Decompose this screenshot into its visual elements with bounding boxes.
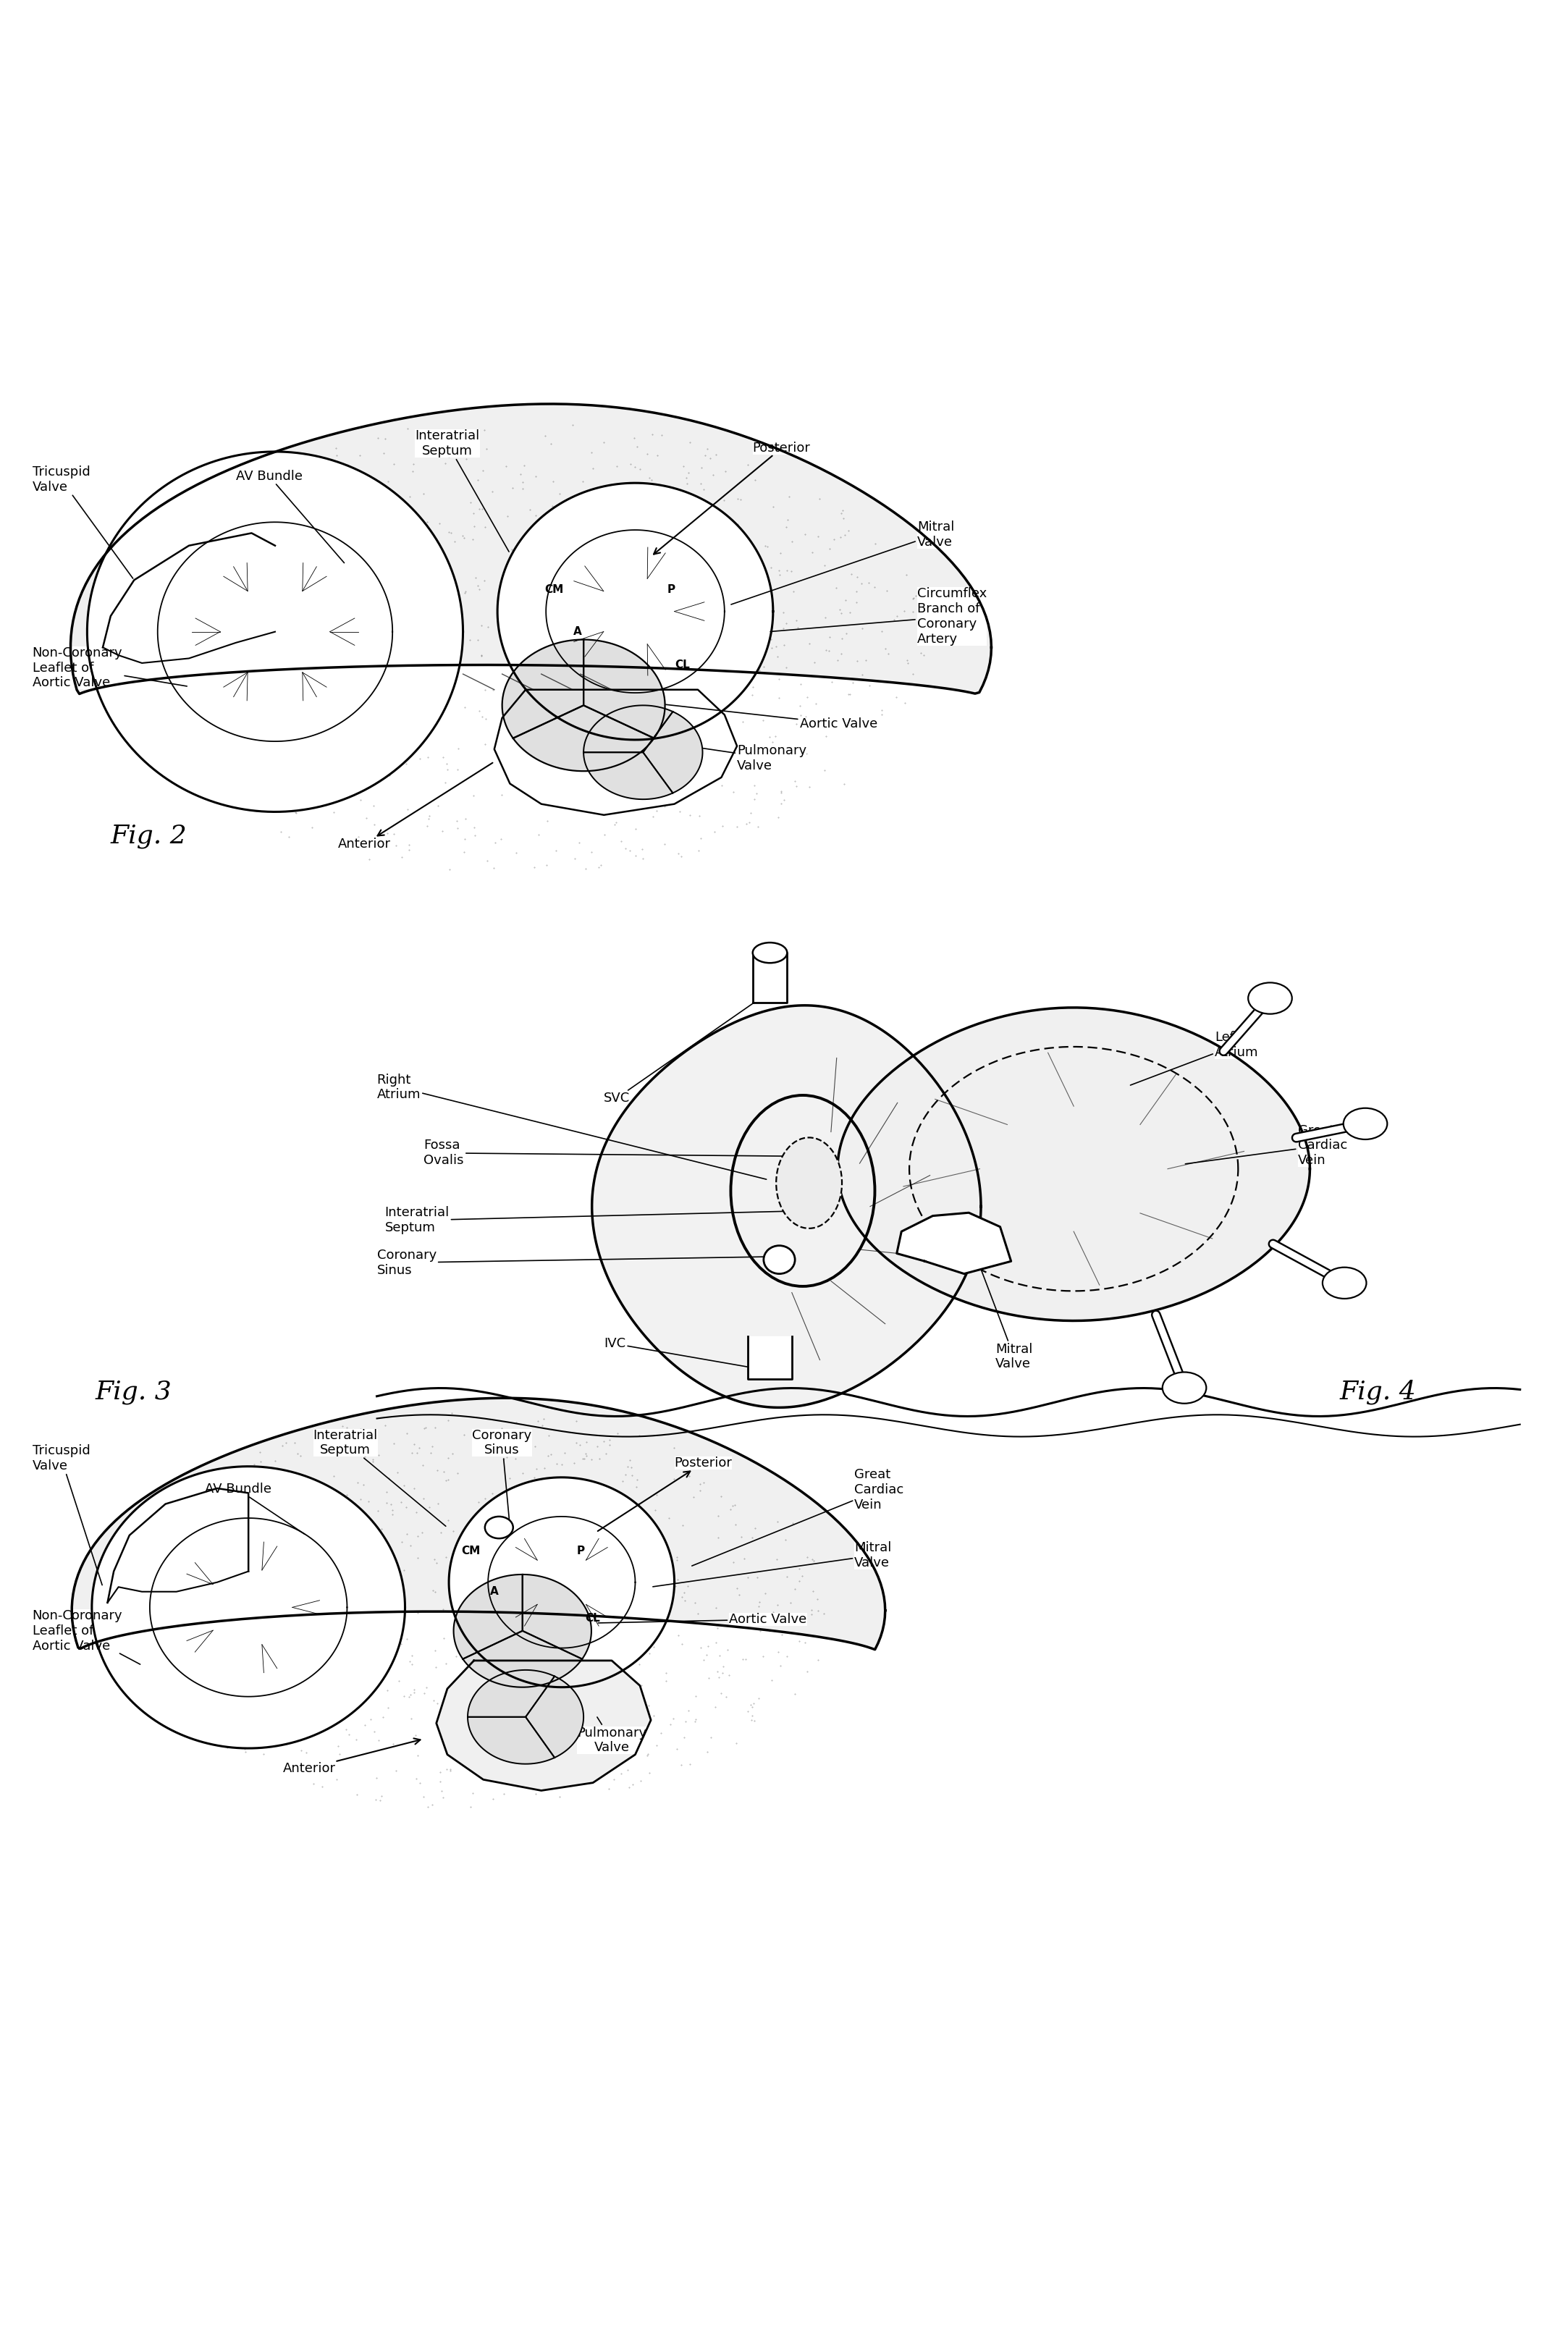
Polygon shape <box>748 1336 792 1378</box>
Text: Anterior: Anterior <box>282 1739 420 1774</box>
Text: Mitral
Valve: Mitral Valve <box>731 520 955 605</box>
Text: Posterior: Posterior <box>597 1456 732 1531</box>
Polygon shape <box>108 1488 248 1603</box>
Text: Mitral
Valve: Mitral Valve <box>980 1268 1033 1371</box>
Ellipse shape <box>1162 1371 1206 1404</box>
Text: Anterior: Anterior <box>337 762 492 851</box>
Text: Posterior: Posterior <box>654 441 811 553</box>
Text: Fossa
Ovalis: Fossa Ovalis <box>423 1139 806 1167</box>
Polygon shape <box>583 752 673 799</box>
Polygon shape <box>72 1397 886 1650</box>
Text: CL: CL <box>585 1613 601 1624</box>
Text: Mitral
Valve: Mitral Valve <box>652 1542 892 1587</box>
Polygon shape <box>467 1716 555 1765</box>
Ellipse shape <box>753 942 787 963</box>
Ellipse shape <box>764 1245 795 1273</box>
Text: Coronary
Sinus: Coronary Sinus <box>376 1249 776 1277</box>
Polygon shape <box>593 1006 982 1406</box>
Polygon shape <box>71 403 991 694</box>
Ellipse shape <box>1248 982 1292 1015</box>
Text: Tricuspid
Valve: Tricuspid Valve <box>33 1444 102 1585</box>
Text: Great
Cardiac
Vein: Great Cardiac Vein <box>1185 1123 1347 1167</box>
Text: P: P <box>577 1545 585 1556</box>
Text: Aortic Valve: Aortic Valve <box>597 1613 808 1627</box>
Ellipse shape <box>485 1517 513 1538</box>
Text: Fig. 2: Fig. 2 <box>111 825 187 849</box>
Text: P: P <box>668 584 676 595</box>
Text: Pulmonary
Valve: Pulmonary Valve <box>577 1718 646 1753</box>
Polygon shape <box>88 452 463 811</box>
Text: AV Bundle: AV Bundle <box>204 1484 304 1535</box>
Text: Fig. 3: Fig. 3 <box>96 1381 171 1404</box>
Polygon shape <box>494 689 737 816</box>
Polygon shape <box>583 706 673 752</box>
Text: CL: CL <box>674 659 690 670</box>
Polygon shape <box>502 640 583 738</box>
Text: Aortic Valve: Aortic Valve <box>660 703 878 731</box>
Polygon shape <box>525 1676 583 1758</box>
Text: Interatrial
Septum: Interatrial Septum <box>314 1430 445 1526</box>
Text: Pulmonary
Valve: Pulmonary Valve <box>668 743 806 774</box>
Polygon shape <box>453 1575 522 1660</box>
Polygon shape <box>103 532 274 663</box>
Ellipse shape <box>1322 1268 1366 1299</box>
Polygon shape <box>448 1477 674 1688</box>
Text: SVC: SVC <box>604 989 775 1104</box>
Polygon shape <box>93 1467 405 1749</box>
Polygon shape <box>467 1669 555 1716</box>
Polygon shape <box>583 640 665 738</box>
Polygon shape <box>643 713 702 792</box>
Ellipse shape <box>1344 1109 1388 1139</box>
Text: IVC: IVC <box>604 1338 751 1367</box>
Text: Left
Atrium: Left Atrium <box>1131 1031 1259 1085</box>
Text: Non-Coronary
Leaflet of
Aortic Valve: Non-Coronary Leaflet of Aortic Valve <box>33 1610 140 1664</box>
Polygon shape <box>436 1660 651 1791</box>
Text: A: A <box>572 626 582 638</box>
Text: CM: CM <box>544 584 563 595</box>
Text: A: A <box>491 1587 499 1596</box>
Text: Circumflex
Branch of
Coronary
Artery: Circumflex Branch of Coronary Artery <box>770 588 986 645</box>
Ellipse shape <box>776 1137 842 1228</box>
Text: AV Bundle: AV Bundle <box>235 469 345 563</box>
Text: Interatrial
Septum: Interatrial Septum <box>416 429 510 551</box>
Text: Tricuspid
Valve: Tricuspid Valve <box>33 466 133 579</box>
Polygon shape <box>522 1575 591 1660</box>
Polygon shape <box>513 706 654 771</box>
Polygon shape <box>897 1212 1011 1273</box>
Text: Fig. 4: Fig. 4 <box>1341 1381 1416 1404</box>
Text: Right
Atrium: Right Atrium <box>376 1074 767 1179</box>
Polygon shape <box>497 483 773 741</box>
Text: Coronary
Sinus: Coronary Sinus <box>472 1430 532 1526</box>
Text: Non-Coronary
Leaflet of
Aortic Valve: Non-Coronary Leaflet of Aortic Valve <box>33 647 187 689</box>
Text: CM: CM <box>461 1545 480 1556</box>
Polygon shape <box>463 1631 582 1688</box>
Polygon shape <box>837 1008 1309 1320</box>
Polygon shape <box>753 952 787 1003</box>
Text: Great
Cardiac
Vein: Great Cardiac Vein <box>691 1467 903 1566</box>
Text: Interatrial
Septum: Interatrial Septum <box>384 1207 790 1235</box>
